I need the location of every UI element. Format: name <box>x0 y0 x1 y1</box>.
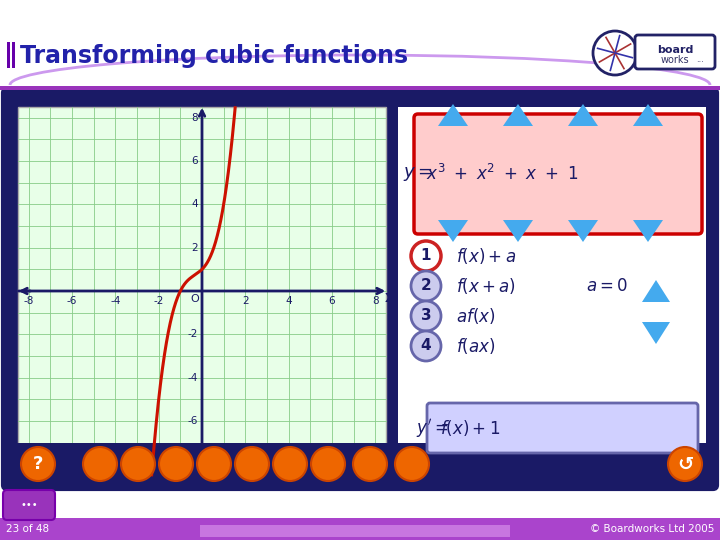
Text: $y' = $: $y' = $ <box>416 416 448 440</box>
Polygon shape <box>633 220 663 242</box>
FancyBboxPatch shape <box>635 35 715 69</box>
Bar <box>0 518 720 540</box>
Text: -2: -2 <box>153 296 164 306</box>
Text: $f(x + a)$: $f(x + a)$ <box>456 276 516 296</box>
Text: ↺: ↺ <box>677 455 693 474</box>
FancyBboxPatch shape <box>3 490 55 520</box>
Text: 4: 4 <box>192 199 198 210</box>
Text: $f(x) + 1$: $f(x) + 1$ <box>440 418 500 438</box>
Text: -4: -4 <box>110 296 120 306</box>
Text: -8: -8 <box>24 296 34 306</box>
Polygon shape <box>438 104 468 126</box>
Text: O: O <box>190 294 199 304</box>
Circle shape <box>353 447 387 481</box>
Text: © Boardworks Ltd 2005: © Boardworks Ltd 2005 <box>590 524 714 534</box>
Circle shape <box>235 447 269 481</box>
Bar <box>7 443 713 485</box>
Text: Y: Y <box>205 90 214 103</box>
Circle shape <box>273 447 307 481</box>
Polygon shape <box>438 220 468 242</box>
Text: board: board <box>657 45 693 55</box>
Circle shape <box>159 447 193 481</box>
Circle shape <box>197 447 231 481</box>
Polygon shape <box>642 322 670 344</box>
Bar <box>18 107 386 475</box>
Text: -6: -6 <box>67 296 77 306</box>
Circle shape <box>83 447 117 481</box>
Text: $f(x) + a$: $f(x) + a$ <box>456 246 516 266</box>
Text: 6: 6 <box>328 296 336 306</box>
Text: -2: -2 <box>188 329 198 339</box>
Text: 8: 8 <box>192 113 198 123</box>
Text: works: works <box>661 55 689 65</box>
Circle shape <box>411 271 441 301</box>
Text: ?: ? <box>33 455 43 473</box>
Text: $af(x)$: $af(x)$ <box>456 306 495 326</box>
Bar <box>398 107 706 475</box>
Text: 3: 3 <box>420 308 431 323</box>
Text: -6: -6 <box>188 416 198 426</box>
Circle shape <box>121 447 155 481</box>
Circle shape <box>593 31 637 75</box>
Polygon shape <box>642 280 670 302</box>
FancyBboxPatch shape <box>427 403 698 453</box>
Text: -4: -4 <box>188 373 198 382</box>
Text: 6: 6 <box>192 156 198 166</box>
Text: 4: 4 <box>420 339 431 354</box>
Text: 23 of 48: 23 of 48 <box>6 524 49 534</box>
Polygon shape <box>568 220 598 242</box>
Polygon shape <box>503 104 533 126</box>
Text: 1: 1 <box>420 248 431 264</box>
Circle shape <box>395 447 429 481</box>
Text: 2: 2 <box>242 296 248 306</box>
Text: X: X <box>385 292 395 305</box>
Text: 2: 2 <box>192 242 198 253</box>
Text: Transforming cubic functions: Transforming cubic functions <box>20 44 408 68</box>
Text: $y = $: $y = $ <box>403 165 433 183</box>
Circle shape <box>411 301 441 331</box>
Text: 2: 2 <box>420 279 431 294</box>
Text: 8: 8 <box>372 296 379 306</box>
Text: ...: ... <box>696 56 704 64</box>
Circle shape <box>411 241 441 271</box>
Polygon shape <box>568 104 598 126</box>
Bar <box>0 0 720 90</box>
Text: $f(ax)$: $f(ax)$ <box>456 336 495 356</box>
FancyBboxPatch shape <box>3 89 717 489</box>
Text: $x^3\ +\ x^2\ +\ x\ +\ 1$: $x^3\ +\ x^2\ +\ x\ +\ 1$ <box>426 164 578 184</box>
FancyBboxPatch shape <box>414 114 702 234</box>
Circle shape <box>668 447 702 481</box>
Text: •••: ••• <box>20 500 38 510</box>
Bar <box>200 525 510 537</box>
Circle shape <box>411 331 441 361</box>
Circle shape <box>311 447 345 481</box>
Circle shape <box>21 447 55 481</box>
Bar <box>0 86 720 90</box>
Polygon shape <box>503 220 533 242</box>
Text: 4: 4 <box>285 296 292 306</box>
Polygon shape <box>633 104 663 126</box>
Bar <box>12 42 15 68</box>
Text: $a = 0$: $a = 0$ <box>586 277 628 295</box>
Text: -8: -8 <box>188 459 198 469</box>
Bar <box>7 42 10 68</box>
